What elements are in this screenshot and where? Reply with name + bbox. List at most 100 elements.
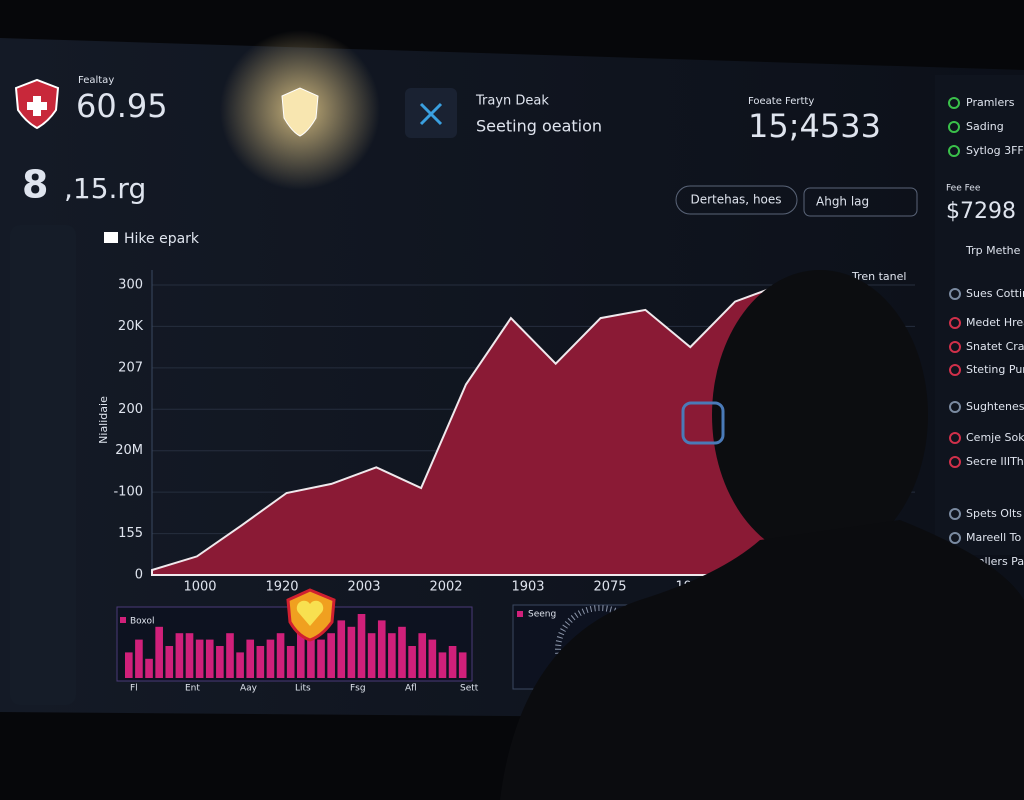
bar [165,646,174,678]
side-item-label[interactable]: Spets Olts [966,507,1022,520]
x-tick-label: Sett [460,684,479,694]
side-item-dot [949,432,961,444]
bar [145,658,153,678]
status-dot [948,145,960,157]
side-rail [10,225,76,705]
legend-swatch [104,232,118,243]
side-item-label[interactable]: Medet Hrea [966,316,1024,329]
person-body [500,520,1024,800]
y-tick-label: 20M [115,443,143,458]
bar [125,652,133,678]
bar [226,633,234,678]
bar [307,626,315,678]
bar [408,646,416,678]
filter-label[interactable]: Ahgh lag [816,195,869,209]
bar [256,646,265,678]
bar [388,633,396,678]
side-item-label[interactable]: Secre IIITh [966,455,1024,468]
bar [216,646,224,678]
glasses [681,401,725,445]
status-label: Pramlers [966,96,1015,109]
side-item-label[interactable]: Sues Cottin [966,287,1024,300]
x-tick-label: Lits [295,684,311,694]
heart-icon [296,600,324,626]
filter-label[interactable]: Dertehas, hoes [690,193,781,207]
bar [367,633,376,678]
side-item-dot [949,341,961,353]
side-item-dot [949,317,961,329]
area [151,283,781,576]
bar [438,652,447,678]
side-item-label[interactable]: Snatet Craik [966,340,1024,353]
side-label: Fee Fee [946,184,981,194]
bar [347,626,356,678]
side-item-dot [949,288,961,300]
card-title: Trayn Deak [475,94,549,109]
y-tick-label: 155 [118,526,143,541]
side-item-dot [949,508,961,520]
side-item-label[interactable]: Mareell To [966,531,1022,544]
status-label: Sading [966,120,1004,133]
stat-value: 8 [22,163,48,207]
x-tick-label: Fl [130,684,138,694]
bar [418,633,427,678]
x-tick-label: 2075 [593,580,626,595]
filter-dropdown[interactable] [803,187,918,217]
metric-label: Foeate Fertty [748,96,814,107]
bar [377,620,386,678]
y-tick-label: 200 [118,402,143,417]
metric-value: 15;4533 [748,107,881,145]
y-tick-label: 0 [135,568,143,583]
legend-swatch [120,617,126,623]
bar [175,633,184,678]
bar [286,646,295,678]
filter-button[interactable] [675,185,798,215]
y-tick-label: 207 [118,360,143,375]
y-axis-title: Nialidaie [97,396,110,444]
x-tick-label: 1000 [183,580,216,595]
side-item-dot [949,456,961,468]
side-item-label[interactable]: Cemje Soke [966,431,1024,444]
y-tick-label: -100 [113,485,143,500]
status-label: Sytlog 3FF [966,144,1024,157]
bar [317,639,325,678]
cross-icon [27,96,47,116]
bar [357,614,366,678]
side-value: $7298 [946,199,1016,224]
bar [236,652,244,678]
x-tick-label: 2002 [429,580,462,595]
side-item-dot [949,401,961,413]
bar [135,639,143,678]
bar [337,620,346,678]
bar [205,639,214,678]
y-tick-label: 300 [118,278,143,293]
legend-label: Boxol [130,617,154,627]
x-tick-label: 1920 [265,580,298,595]
legend-label: Hike epark [124,231,200,247]
bar [428,639,437,678]
bar [195,639,204,678]
stat-text: ,15.rg [64,172,146,205]
glow-shield [281,87,319,137]
legend-swatch [517,611,523,617]
side-link[interactable]: Trp Methe [965,244,1021,257]
x-tick-label: 1903 [511,580,544,595]
header-value: 60.95 [76,87,168,125]
status-dot [948,97,960,109]
side-item-label[interactable]: Sughtenes [966,400,1024,413]
bar [246,639,255,678]
x-tick-label: 2003 [347,580,380,595]
status-dot [948,121,960,133]
person-head [712,270,928,560]
bar [266,639,275,678]
bar [276,633,285,678]
bar [327,633,335,678]
annotation: Tren tanel [851,270,906,283]
bar [448,646,457,678]
legend-label: Seeng [528,610,556,620]
header-label: Fealtay [78,75,114,86]
card-subtitle: Seeting oeation [476,117,602,136]
side-item-label[interactable]: Steting Pun [966,363,1024,376]
bar [398,626,406,678]
